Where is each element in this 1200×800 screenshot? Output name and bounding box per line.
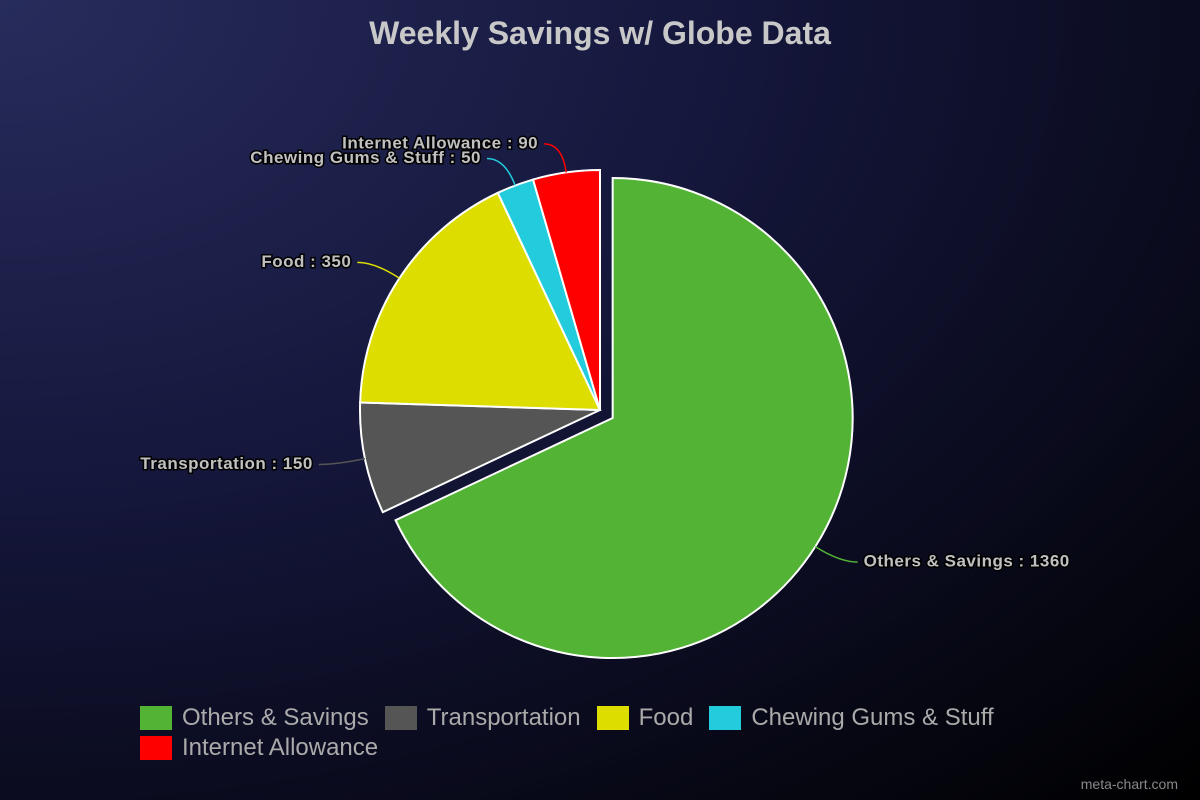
legend-swatch <box>140 736 172 760</box>
pie-slice <box>394 177 854 660</box>
leader-line <box>544 143 567 173</box>
pie-slice <box>359 401 601 514</box>
legend: Others & Savings Transportation Food Chewin… <box>140 704 1120 762</box>
legend-swatch <box>709 706 742 730</box>
pie-slice <box>531 168 601 411</box>
watermark: meta-chart.com <box>1080 776 1178 792</box>
legend-label: Transportation <box>426 704 581 731</box>
chart-title: Weekly Savings w/ Globe Data <box>369 15 831 51</box>
leader-line <box>814 546 858 563</box>
legend-swatch <box>596 706 629 730</box>
legend-label: Internet Allowance <box>182 734 379 761</box>
data-label: Food : 350 <box>261 252 351 271</box>
data-label: Chewing Gums & Stuff : 50 <box>250 148 481 167</box>
legend-item: Transportation <box>384 704 581 732</box>
legend-swatch <box>140 706 172 730</box>
data-label: Transportation : 150 <box>140 454 312 473</box>
legend-item: Internet Allowance <box>140 734 378 762</box>
data-label: Others & Savings : 1360 <box>864 552 1070 571</box>
legend-item: Others & Savings <box>140 704 369 732</box>
pie-slice <box>359 191 602 412</box>
legend-item: Food <box>596 704 694 732</box>
leader-line <box>486 157 516 186</box>
data-label: Internet Allowance : 90 <box>342 133 538 152</box>
legend-label: Chewing Gums & Stuff <box>751 704 994 731</box>
legend-swatch <box>384 706 417 730</box>
leader-line <box>357 261 400 279</box>
legend-item: Chewing Gums & Stuff <box>709 704 994 732</box>
legend-label: Others & Savings <box>182 704 369 731</box>
legend-label: Food <box>638 704 694 731</box>
leader-line <box>318 457 366 466</box>
